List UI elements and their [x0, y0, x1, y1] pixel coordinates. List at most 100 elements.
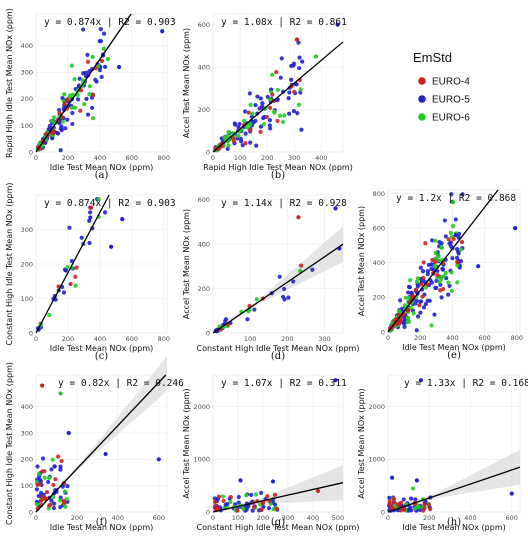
data-point [418, 310, 423, 315]
regression-line [212, 41, 344, 153]
data-point [44, 490, 50, 495]
data-point [455, 263, 460, 268]
data-point [270, 72, 275, 77]
data-point [221, 498, 226, 503]
panel-caption: (e) [447, 350, 461, 361]
data-point [268, 126, 273, 131]
y-tick-label: 100 [21, 122, 33, 130]
data-point [443, 270, 448, 276]
data-point [265, 494, 270, 499]
y-tick-label: 400 [198, 240, 210, 248]
data-point [62, 92, 67, 97]
data-point [398, 318, 403, 323]
data-point [267, 123, 272, 128]
data-point [84, 96, 89, 101]
data-point [40, 456, 46, 461]
data-point [57, 110, 62, 116]
y-tick-label: 300 [21, 226, 33, 234]
x-tick-label: 200 [62, 335, 74, 343]
data-point [267, 118, 273, 123]
x-axis-label: Idle Test Mean NOx (ppm) [50, 344, 154, 353]
chart-2: y = 1.08x | R2 = 0.861 0 100 200 300 400 0 200 4… [182, 13, 353, 181]
data-point [402, 324, 407, 330]
data-point [300, 59, 305, 64]
data-point [40, 494, 45, 500]
data-point [448, 230, 453, 236]
data-point [72, 77, 77, 82]
data-point [51, 505, 56, 511]
regression-line [35, 374, 167, 513]
data-point [272, 492, 278, 497]
data-point [476, 264, 481, 269]
equation-label: y = 1.33x | R2 = 0.168 [404, 378, 528, 389]
data-point [58, 464, 63, 469]
data-point [286, 96, 291, 101]
y-tick-label: 100 [21, 295, 33, 303]
data-point [93, 77, 98, 82]
data-point [279, 56, 284, 61]
x-tick-label: 300 [318, 335, 330, 343]
data-point [447, 283, 452, 289]
panel-caption: (f) [96, 517, 108, 528]
data-point [459, 240, 465, 245]
x-tick-label: 300 [282, 514, 294, 522]
data-point [449, 288, 454, 293]
x-axis-label: Idle Test Mean NOx (ppm) [50, 523, 154, 532]
data-point [433, 259, 438, 265]
data-point [96, 197, 101, 202]
data-point [432, 312, 437, 317]
data-point [80, 78, 85, 83]
data-point [415, 314, 421, 319]
panel-caption: (g) [271, 517, 285, 528]
data-point [64, 496, 69, 502]
data-point [440, 266, 445, 271]
data-point [282, 286, 287, 292]
data-point [310, 267, 315, 272]
data-point [295, 111, 300, 116]
data-point [258, 96, 263, 101]
data-point [397, 308, 402, 314]
y-tick-label: 200 [21, 456, 33, 464]
y-tick-label: 0 [29, 329, 33, 337]
data-point [410, 486, 416, 491]
panel-caption: (d) [271, 351, 285, 362]
data-point [297, 55, 302, 60]
chart-8: y = 1.33x | R2 = 0.168 0 200 400 600 0 1000 200… [357, 374, 528, 532]
data-point [268, 501, 273, 506]
data-point [239, 139, 244, 144]
chart-5: y = 1.2x | R2 = 0.868 0 200 400 600 800 0 200 40… [357, 189, 523, 361]
y-tick-label: 100 [21, 482, 33, 490]
data-point [248, 122, 253, 127]
data-point [38, 498, 44, 503]
data-point [42, 475, 47, 480]
regression-line [212, 482, 344, 513]
data-point [455, 280, 460, 285]
data-point [65, 264, 70, 270]
x-tick-label: 200 [281, 335, 293, 343]
data-point [35, 464, 40, 469]
equation-label: y = 0.874x | R2 = 0.903 [44, 198, 176, 209]
data-point [248, 140, 253, 145]
equation-label: y = 0.82x | R2 = 0.246 [58, 378, 184, 389]
y-tick-label: 0 [206, 508, 210, 516]
y-tick-label: 200 [21, 95, 33, 103]
data-point [413, 287, 419, 292]
data-point [260, 501, 265, 506]
data-point [34, 487, 40, 492]
x-tick-label: 200 [261, 154, 273, 162]
y-tick-label: 800 [373, 190, 385, 198]
data-point [248, 127, 253, 132]
y-tick-label: 2000 [193, 403, 210, 411]
data-point [441, 286, 446, 292]
x-tick-label: 0 [34, 335, 38, 343]
data-point [258, 124, 264, 129]
data-point [87, 218, 92, 223]
x-tick-label: 300 [288, 154, 300, 162]
data-point [413, 497, 418, 502]
data-point [40, 383, 45, 388]
data-point [58, 467, 63, 472]
regression-line [35, 13, 132, 153]
y-axis-label: Constant High Idle Test Mean NOx (ppm) [5, 362, 14, 525]
data-point [246, 110, 251, 115]
data-point [90, 93, 96, 98]
